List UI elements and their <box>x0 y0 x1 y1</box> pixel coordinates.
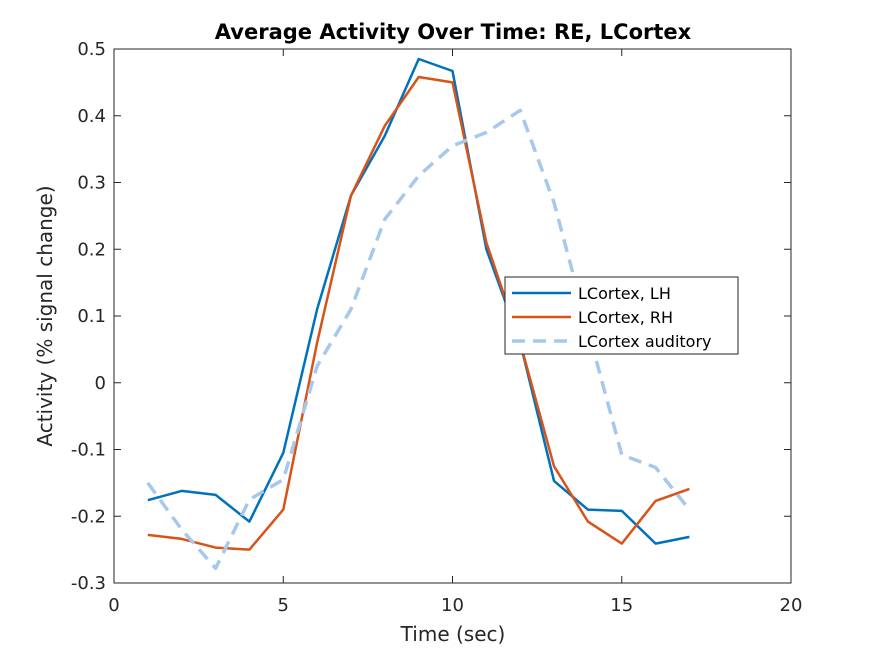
y-tick-label: 0 <box>95 373 106 394</box>
legend-label-1: LCortex, LH <box>578 284 671 303</box>
ticks: 0 5 10 15 20 -0.3 -0.2 -0.1 0 0.1 0.2 0.3 0.4 0.5 <box>71 39 803 616</box>
x-tick-label: 15 <box>610 595 633 616</box>
series-line-2 <box>147 75 690 551</box>
legend-label-3: LCortex auditory <box>578 332 712 351</box>
plot-lines <box>146 57 691 571</box>
chart-title: Average Activity Over Time: RE, LCortex <box>215 20 692 44</box>
x-tick-label: 0 <box>108 595 119 616</box>
legend-label-2: LCortex, RH <box>578 308 673 327</box>
y-tick-label: 0.1 <box>77 306 106 327</box>
y-tick-label: 0.2 <box>77 239 106 260</box>
y-axis-label: Activity (% signal change) <box>33 185 57 446</box>
y-tick-label: -0.2 <box>71 506 106 527</box>
x-tick-label: 10 <box>441 595 464 616</box>
legend: LCortex, LH LCortex, RH LCortex auditory <box>504 276 739 355</box>
y-tick-label: -0.3 <box>71 573 106 594</box>
series-line-1 <box>147 57 690 545</box>
series-line-3 <box>146 108 691 571</box>
x-axis-label: Time (sec) <box>400 622 506 646</box>
y-tick-label: 0.4 <box>77 106 106 127</box>
y-tick-label: 0.5 <box>77 39 106 60</box>
x-tick-label: 5 <box>278 595 289 616</box>
x-tick-label: 20 <box>780 595 803 616</box>
y-tick-label: 0.3 <box>77 173 106 194</box>
y-tick-label: -0.1 <box>71 440 106 461</box>
